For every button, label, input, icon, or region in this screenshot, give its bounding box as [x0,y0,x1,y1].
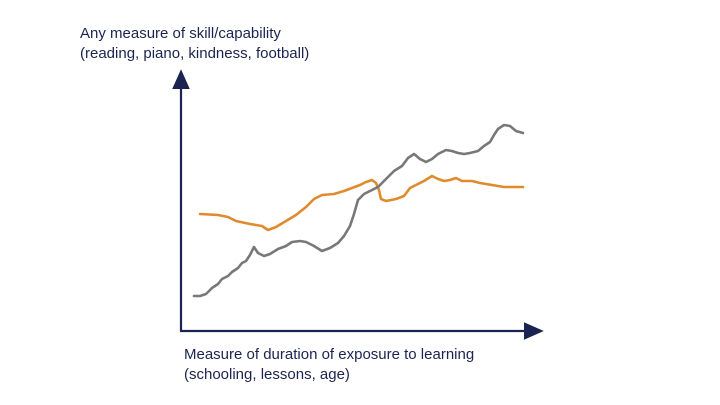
grey-curve [192,123,525,298]
x-axis-label-line1: Measure of duration of exposure to learn… [184,346,475,363]
y-axis-label-line2: (reading, piano, kindness, football) [80,45,310,62]
x-axis-label-line2: (schooling, lessons, age) [184,366,350,383]
orange-curve [198,174,525,232]
y-axis-label-line1: Any measure of skill/capability [80,25,281,42]
x-axis-label: Measure of duration of exposure to learn… [184,345,474,385]
y-axis-label: Any measure of skill/capability (reading… [80,24,309,64]
